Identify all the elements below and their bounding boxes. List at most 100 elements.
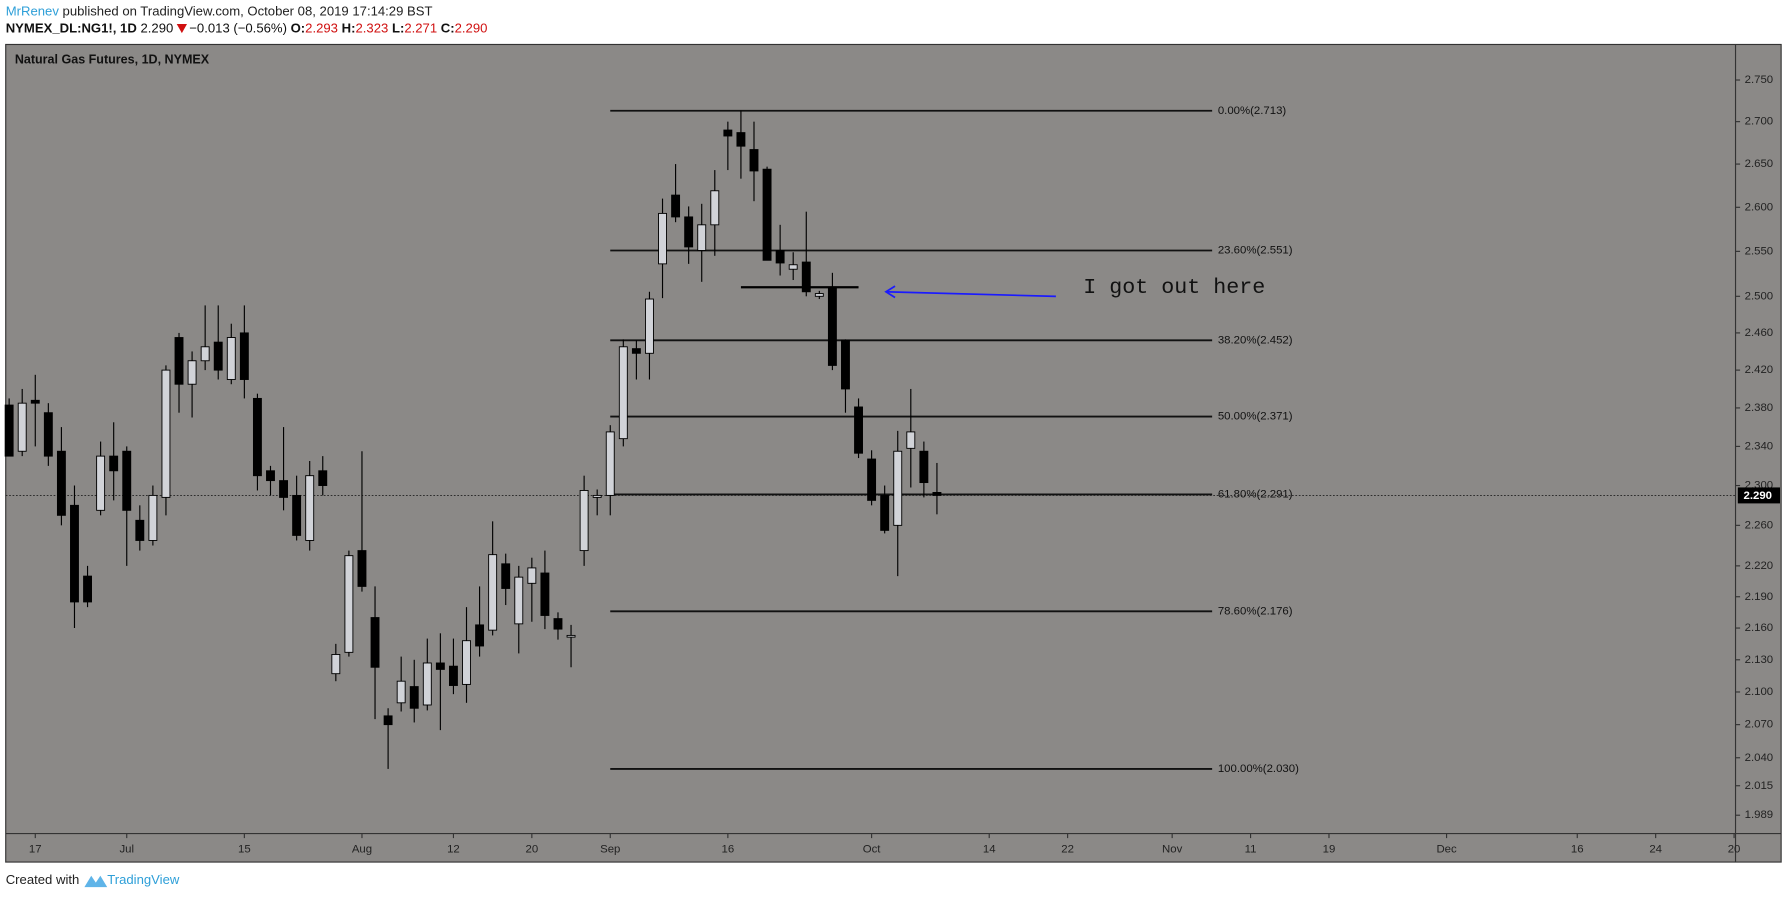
down-arrow bbox=[176, 23, 187, 34]
candle-body bbox=[893, 450, 903, 526]
candle-body bbox=[592, 494, 602, 498]
candle-body bbox=[200, 346, 210, 362]
candle-body bbox=[566, 634, 576, 638]
y-tick-label: 2.260 bbox=[1745, 519, 1774, 531]
candle-body bbox=[462, 640, 471, 685]
x-tick-label: 16 bbox=[1571, 844, 1584, 856]
candle-body bbox=[553, 618, 563, 630]
candle-body bbox=[723, 129, 733, 137]
candle-body bbox=[488, 554, 498, 631]
x-tick-label: 19 bbox=[1323, 844, 1336, 856]
x-tick-label: 15 bbox=[238, 844, 251, 856]
candle-body bbox=[174, 337, 184, 385]
candle-body bbox=[83, 575, 92, 603]
candle-body bbox=[841, 339, 850, 390]
candle-body bbox=[880, 494, 890, 531]
candle-body bbox=[736, 132, 746, 147]
footer-created: Created with bbox=[6, 872, 80, 887]
x-tick-label: Nov bbox=[1162, 844, 1183, 856]
y-tick-label: 2.460 bbox=[1745, 327, 1774, 339]
candle-body bbox=[318, 470, 328, 486]
footer-brand[interactable]: TradingView bbox=[107, 872, 180, 887]
annotation-arrowhead bbox=[884, 285, 896, 299]
candle-body bbox=[383, 715, 393, 726]
y-tick-label: 2.160 bbox=[1745, 622, 1774, 634]
plot: 2.750 2.700 2.650 2.600 2.550 2.500 2.460 2.420… bbox=[4, 74, 1781, 856]
fib-label: 100.00%(2.030) bbox=[1218, 763, 1299, 775]
y-tick-label: 2.380 bbox=[1745, 402, 1774, 414]
header-line-2: NYMEX_DL:NG1!, 1D 2.290 −0.013 (−0.56%) O… bbox=[6, 21, 488, 36]
candle-body bbox=[305, 475, 315, 541]
y-tick-label: 2.190 bbox=[1745, 591, 1774, 603]
annotation-text: I got out here bbox=[1083, 275, 1265, 300]
y-tick-label: 1.989 bbox=[1745, 809, 1774, 821]
x-tick-label: 12 bbox=[447, 844, 460, 856]
candle-body bbox=[814, 293, 824, 297]
x-tick-label: 24 bbox=[1649, 844, 1662, 856]
candle-body bbox=[475, 624, 485, 647]
author[interactable]: MrRenev bbox=[6, 4, 60, 19]
candle-body bbox=[448, 665, 458, 686]
candle-body bbox=[96, 455, 106, 511]
c-label: C: bbox=[441, 21, 455, 36]
candle-body bbox=[161, 369, 171, 498]
candle-body bbox=[906, 431, 916, 449]
candle-body bbox=[357, 550, 367, 587]
y-tick-label: 2.040 bbox=[1745, 752, 1774, 764]
candle-body bbox=[213, 341, 223, 371]
header-line-1: MrRenev published on TradingView.com, Oc… bbox=[6, 4, 433, 19]
fib-label: 0.00%(2.713) bbox=[1218, 105, 1287, 117]
candle-body bbox=[239, 332, 249, 380]
candle-body bbox=[919, 450, 929, 484]
candle-body bbox=[658, 212, 667, 265]
x-tick-label: Sep bbox=[600, 844, 620, 856]
candle-body bbox=[70, 504, 79, 603]
y-tick-label: 2.100 bbox=[1745, 686, 1774, 698]
y-tick-label: 2.750 bbox=[1745, 74, 1774, 86]
x-tick-label: 14 bbox=[983, 844, 996, 856]
fib-label: 38.20%(2.452) bbox=[1218, 334, 1293, 346]
last-price-badge bbox=[1737, 487, 1781, 504]
low: 2.271 bbox=[404, 21, 437, 36]
candle-body bbox=[148, 494, 158, 541]
candle-body bbox=[514, 576, 524, 625]
y-tick-label: 2.220 bbox=[1745, 560, 1774, 572]
candle-body bbox=[4, 404, 14, 457]
candle-body bbox=[645, 298, 654, 354]
chart-title: Natural Gas Futures, 1D, NYMEX bbox=[15, 53, 210, 67]
open: 2.293 bbox=[305, 21, 338, 36]
fib-label: 78.60%(2.176) bbox=[1218, 605, 1293, 617]
candle-body bbox=[331, 654, 341, 675]
x-tick-label: 22 bbox=[1061, 844, 1074, 856]
candle-body bbox=[710, 190, 720, 226]
y-tick-label: 2.500 bbox=[1745, 290, 1774, 302]
candle-body bbox=[370, 617, 380, 668]
candle-body bbox=[266, 470, 275, 482]
candle-body bbox=[854, 406, 863, 454]
h-label: H: bbox=[342, 21, 356, 36]
candle-body bbox=[17, 402, 27, 452]
annotation-arrow bbox=[885, 290, 1056, 298]
candle-body bbox=[788, 264, 798, 270]
candle-body bbox=[684, 216, 694, 248]
candle-body bbox=[605, 431, 615, 496]
o-label: O: bbox=[291, 21, 306, 36]
candle-body bbox=[109, 455, 119, 472]
candle-body bbox=[618, 346, 628, 440]
candle-body bbox=[697, 224, 707, 251]
candle-body bbox=[527, 567, 537, 584]
change: −0.013 (−0.56%) bbox=[189, 21, 287, 36]
y-tick-label: 2.650 bbox=[1745, 158, 1774, 170]
candle-body bbox=[540, 572, 550, 616]
candle-body bbox=[827, 286, 837, 366]
close: 2.290 bbox=[455, 21, 488, 36]
candle-body bbox=[801, 261, 811, 293]
candle-body bbox=[279, 480, 289, 498]
y-tick-label: 2.420 bbox=[1745, 364, 1774, 376]
y-tick-label: 2.015 bbox=[1745, 780, 1774, 792]
last: 2.290 bbox=[140, 21, 173, 36]
x-tick-label: 20 bbox=[1728, 844, 1741, 856]
candle-body bbox=[30, 399, 40, 404]
candle-body bbox=[932, 491, 942, 496]
